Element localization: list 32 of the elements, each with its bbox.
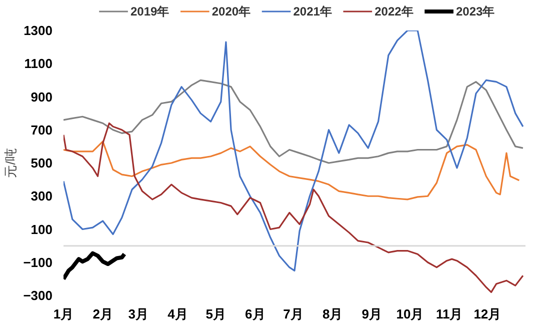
y-tick-label: 900: [30, 89, 53, 104]
y-tick-label: −100: [23, 254, 53, 270]
legend-label: 2023年: [456, 4, 495, 18]
x-tick-label: 3月: [128, 306, 149, 322]
x-tick-label: 5月: [206, 306, 226, 322]
x-tick-label: 8月: [322, 306, 343, 322]
legend-label: 2022年: [374, 4, 414, 18]
y-tick-label: 300: [30, 188, 53, 204]
y-tick-label: 700: [30, 122, 53, 138]
y-tick-label: 1300: [24, 23, 52, 38]
line-series: [64, 79, 524, 164]
x-tick-label: 1月: [53, 306, 74, 322]
x-tick-label: 4月: [168, 306, 188, 322]
legend-label: 2021年: [293, 4, 332, 18]
x-tick-label: 6月: [245, 306, 266, 322]
y-axis-title: 元/吨: [3, 148, 18, 178]
x-tick-label: 7月: [283, 306, 304, 322]
line-series: [64, 140, 520, 200]
x-tick-label: 11月: [436, 306, 463, 322]
y-tick-label: 500: [30, 156, 53, 170]
x-tick-label: 2月: [92, 306, 113, 322]
line-series: [64, 30, 524, 272]
legend-label: 2020年: [212, 4, 251, 18]
x-tick-label: 9月: [362, 306, 382, 322]
x-tick-label: 10月: [396, 306, 424, 322]
y-tick-label: −300: [23, 288, 53, 303]
y-tick-label: 1100: [24, 56, 52, 72]
legend-label: 2019年: [130, 4, 170, 18]
y-tick-label: 100: [30, 222, 53, 237]
line-series: [64, 251, 126, 281]
x-tick-label: 12月: [474, 306, 502, 322]
line-series: [64, 122, 524, 293]
